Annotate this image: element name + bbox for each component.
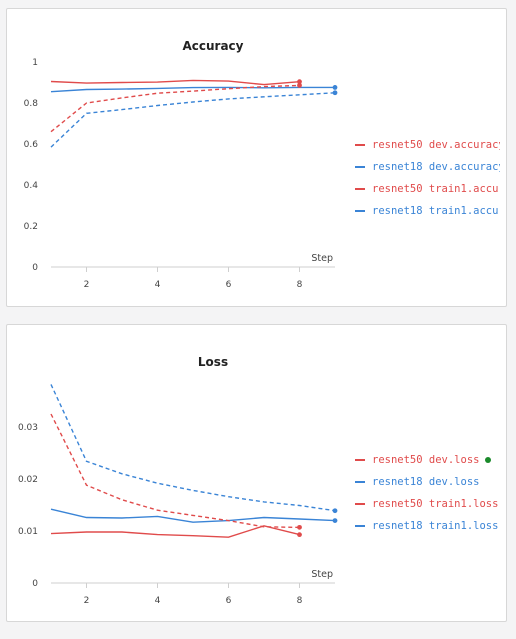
accuracy-legend: resnet50 dev.accuracy resnet18 dev.accura… [355, 134, 500, 222]
loss-legend: resnet50 dev.loss resnet18 dev.loss resnet… [355, 449, 500, 537]
legend-item[interactable]: resnet50 train1.accuracy [355, 178, 500, 200]
y-tick-label: 0 [32, 579, 38, 589]
legend-swatch [355, 188, 365, 190]
legend-label: resnet18 dev.accuracy [372, 161, 500, 173]
loss-chart-panel: Loss 0 0.01 0.02 0.03 2 4 6 8 Step resnet50 dev.l… [6, 324, 507, 622]
series-end-marker-3 [332, 508, 338, 514]
legend-label: resnet50 dev.loss [372, 454, 480, 466]
active-status-dot-icon [485, 457, 492, 463]
legend-item[interactable]: resnet18 train1.loss [355, 515, 500, 537]
y-tick-label: 0.03 [18, 423, 38, 433]
x-tick-label: 6 [226, 280, 232, 290]
loss-chart: Loss 0 0.01 0.02 0.03 2 4 6 8 Step [18, 355, 338, 606]
series-end-marker-0 [297, 79, 302, 85]
series-line-2 [50, 413, 300, 529]
legend-swatch [355, 503, 365, 505]
y-tick-label: 0.4 [24, 181, 39, 191]
legend-label: resnet18 train1.loss [372, 520, 499, 532]
legend-swatch [355, 481, 365, 483]
legend-item[interactable]: resnet50 train1.loss [355, 493, 500, 515]
series-line-0 [50, 79, 300, 86]
y-tick-label: 0.01 [18, 527, 38, 537]
x-tick-label: 2 [84, 596, 90, 606]
x-tick-label: 8 [297, 280, 303, 290]
legend-swatch [355, 459, 365, 461]
x-tick-label: 2 [84, 280, 90, 290]
y-tick-label: 1 [32, 58, 38, 68]
series-line-1 [50, 86, 335, 93]
x-tick-label: 6 [226, 596, 232, 606]
legend-label: resnet50 train1.accuracy [372, 183, 500, 195]
y-tick-label: 0 [32, 263, 38, 273]
legend-label: resnet18 dev.loss [372, 476, 480, 488]
legend-label: resnet18 train1.accuracy [372, 205, 500, 217]
legend-label: resnet50 train1.loss [372, 498, 499, 510]
x-tick-label: 4 [155, 280, 161, 290]
series-line-1 [50, 508, 336, 523]
y-tick-label: 0.02 [18, 475, 38, 485]
y-tick-label: 0.6 [24, 140, 39, 150]
y-tick-label: 0.8 [24, 99, 39, 109]
series-end-marker-3 [332, 90, 338, 96]
series-line-3 [50, 384, 336, 512]
series-end-marker-2 [297, 524, 302, 530]
x-tick-label: 4 [155, 596, 161, 606]
legend-swatch [355, 210, 365, 212]
accuracy-chart-panel: Accuracy 0 0.2 0.4 0.6 0.8 1 2 4 6 8 Step resnet50 … [6, 8, 507, 307]
chart-title: Accuracy [182, 39, 243, 53]
x-axis-label: Step [311, 253, 333, 264]
legend-item[interactable]: resnet18 train1.accuracy [355, 200, 500, 222]
series-end-marker-2 [297, 82, 302, 88]
legend-swatch [355, 525, 365, 527]
x-tick-label: 8 [297, 596, 303, 606]
series-end-marker-0 [297, 532, 302, 538]
accuracy-chart: Accuracy 0 0.2 0.4 0.6 0.8 1 2 4 6 8 Step [24, 39, 338, 290]
chart-title: Loss [198, 355, 228, 369]
series-line-0 [50, 525, 300, 538]
series-line-3 [50, 92, 336, 148]
legend-label: resnet50 dev.accuracy [372, 139, 500, 151]
legend-item[interactable]: resnet18 dev.loss [355, 471, 500, 493]
series-line-2 [50, 84, 300, 133]
series-end-marker-1 [332, 85, 338, 90]
legend-swatch [355, 144, 365, 146]
x-axis-label: Step [311, 569, 333, 580]
legend-item[interactable]: resnet18 dev.accuracy [355, 156, 500, 178]
series-end-marker-1 [332, 518, 338, 523]
legend-item[interactable]: resnet50 dev.accuracy [355, 134, 500, 156]
legend-swatch [355, 166, 365, 168]
legend-item[interactable]: resnet50 dev.loss [355, 449, 500, 471]
y-tick-label: 0.2 [24, 222, 38, 232]
